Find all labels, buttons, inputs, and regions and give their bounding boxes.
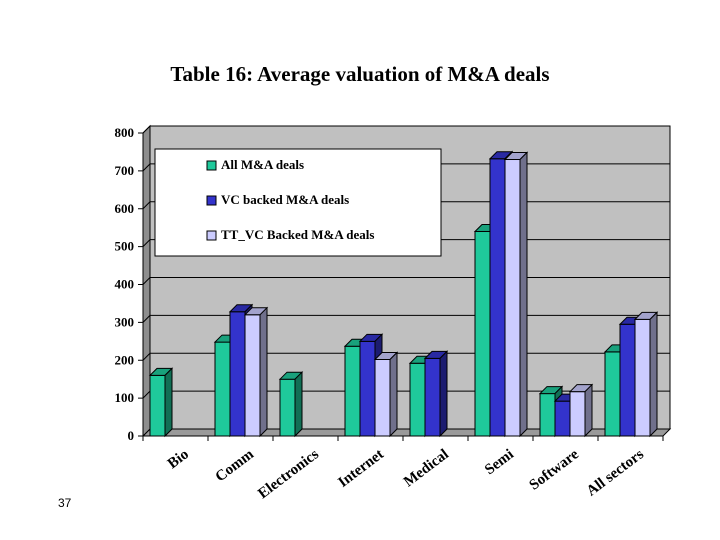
legend-swatch bbox=[206, 230, 217, 241]
y-tick-label: 0 bbox=[128, 428, 135, 443]
legend: All M&A deals VC backed M&A deals TT_VC Ba… bbox=[154, 148, 442, 257]
bar bbox=[243, 306, 269, 438]
bar-front bbox=[604, 351, 621, 437]
x-category-label: Semi bbox=[482, 446, 517, 478]
gridline bbox=[142, 125, 670, 134]
bar-front bbox=[244, 314, 261, 437]
bar-front bbox=[149, 374, 166, 437]
y-tick-label: 400 bbox=[115, 277, 135, 292]
legend-swatch bbox=[206, 195, 217, 206]
bar-front bbox=[474, 230, 491, 437]
bar bbox=[423, 350, 449, 438]
bar-front bbox=[619, 323, 636, 437]
x-category-label: Electronics bbox=[255, 446, 322, 502]
bar-side bbox=[519, 151, 528, 438]
bar-front bbox=[554, 400, 571, 437]
bar-front bbox=[489, 158, 506, 437]
bar-front bbox=[409, 362, 426, 437]
bar-front bbox=[504, 159, 521, 437]
legend-label: TT_VC Backed M&A deals bbox=[221, 227, 374, 242]
bar-front bbox=[569, 391, 586, 437]
bar-side bbox=[584, 383, 593, 438]
bar bbox=[148, 367, 174, 438]
bar bbox=[503, 151, 529, 438]
y-tick-label: 200 bbox=[115, 352, 135, 367]
legend-label: All M&A deals bbox=[221, 157, 304, 172]
bar-side bbox=[439, 350, 448, 438]
bar-front bbox=[374, 358, 391, 437]
x-category-label: Bio bbox=[165, 446, 192, 472]
legend-box bbox=[154, 148, 442, 257]
y-tick-label: 700 bbox=[115, 163, 135, 178]
x-category-label: Comm bbox=[213, 446, 258, 485]
bar-front bbox=[539, 393, 556, 437]
bar bbox=[633, 311, 659, 438]
bar-front bbox=[279, 378, 296, 437]
bar-front bbox=[214, 341, 231, 437]
bar-side bbox=[259, 306, 268, 438]
x-category-label: All sectors bbox=[584, 446, 647, 499]
bar-front bbox=[359, 340, 376, 437]
bar-side bbox=[649, 311, 658, 438]
bar-front bbox=[229, 311, 246, 437]
legend-swatch bbox=[206, 160, 217, 171]
x-category-label: Internet bbox=[335, 446, 387, 490]
bar bbox=[373, 351, 399, 438]
bar bbox=[568, 383, 594, 438]
bar-front bbox=[634, 318, 651, 437]
legend-label: VC backed M&A deals bbox=[221, 192, 349, 207]
bar-side bbox=[294, 370, 303, 438]
bar bbox=[278, 370, 304, 438]
bar-side bbox=[389, 351, 398, 438]
y-tick-label: 800 bbox=[115, 125, 135, 140]
y-tick-label: 300 bbox=[115, 314, 135, 329]
x-category-label: Medical bbox=[401, 446, 452, 490]
page-number: 37 bbox=[58, 496, 72, 510]
page-title: Table 16: Average valuation of M&A deals bbox=[170, 62, 550, 86]
y-tick-label: 600 bbox=[115, 201, 135, 216]
bar-front bbox=[344, 345, 361, 437]
bar-side bbox=[164, 367, 173, 438]
bars bbox=[148, 150, 659, 438]
y-tick-label: 100 bbox=[115, 390, 135, 405]
x-category-label: Software bbox=[527, 446, 583, 493]
bar-front bbox=[424, 357, 441, 437]
y-tick-label: 500 bbox=[115, 239, 135, 254]
